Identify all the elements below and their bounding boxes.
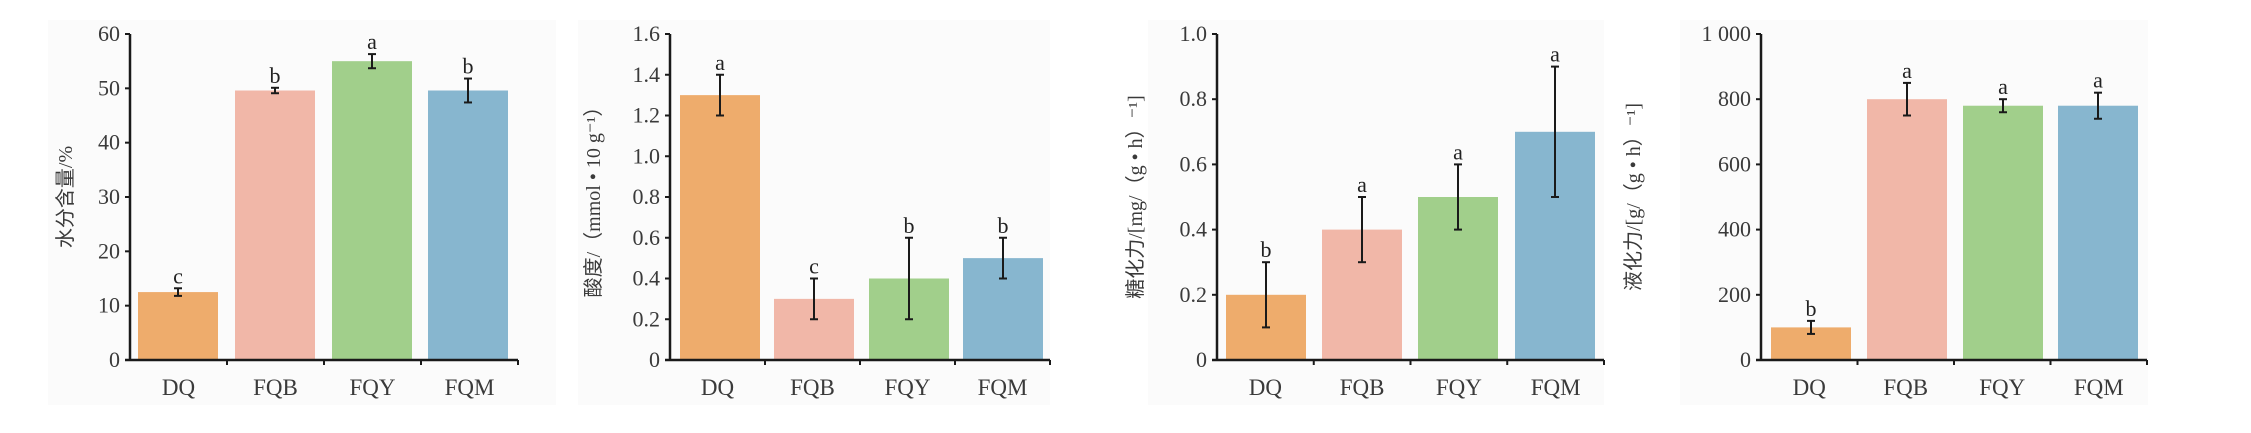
x-tick-label: DQ — [701, 375, 735, 400]
error-bar — [810, 277, 818, 321]
x-tick-label: FQM — [2074, 375, 2124, 400]
y-tick-label: 0.6 — [1180, 151, 1208, 176]
chart-panel-1: c b a b 0 10 20 30 40 50 60 DQ FQB FQY FQM 水分含量/% — [48, 20, 556, 405]
significance-label: a — [1357, 172, 1367, 197]
y-tick-label: 0 — [1196, 347, 1207, 372]
significance-label: b — [270, 63, 281, 88]
significance-label: a — [367, 29, 377, 54]
x-tick-label: FQB — [790, 375, 835, 400]
significance-label: a — [1453, 139, 1463, 164]
y-tick-label: 400 — [1718, 217, 1751, 242]
significance-label: c — [809, 254, 819, 279]
y-tick-label: 20 — [98, 238, 120, 263]
x-tick-label: FQB — [1883, 375, 1928, 400]
bar-fqy — [332, 61, 412, 361]
x-tick-label: FQY — [349, 375, 395, 400]
error-bar — [1903, 81, 1911, 117]
y-tick-label: 40 — [98, 130, 120, 155]
y-tick-label: 0 — [1740, 347, 1751, 372]
error-bar — [174, 287, 182, 297]
bar-dq — [680, 95, 760, 360]
x-tick-label: FQY — [1979, 375, 2025, 400]
y-tick-label: 1.0 — [1180, 21, 1208, 46]
y-tick-label: 0.2 — [633, 306, 661, 331]
error-bar — [1262, 261, 1270, 329]
x-tick-label: FQB — [253, 375, 298, 400]
error-bar — [1551, 65, 1559, 198]
y-tick-label: 1.4 — [633, 62, 661, 87]
bar-fqm — [428, 90, 508, 361]
significance-label: a — [1902, 58, 1912, 83]
x-tick-label: DQ — [1793, 375, 1827, 400]
y-tick-label: 200 — [1718, 282, 1751, 307]
significance-label: a — [2093, 68, 2103, 93]
y-tick-label: 60 — [98, 21, 120, 46]
error-bar — [1454, 163, 1462, 231]
y-axis-label: 糖化力/[mg/（g • h）⁻¹] — [1124, 95, 1147, 299]
y-tick-label: 0.2 — [1180, 282, 1208, 307]
bar-fqb — [1867, 99, 1947, 360]
y-tick-label: 0.4 — [1180, 217, 1208, 242]
bar-fqy — [1963, 105, 2043, 360]
y-tick-label: 1.0 — [633, 143, 661, 168]
significance-label: b — [998, 213, 1009, 238]
significance-label: c — [173, 263, 183, 288]
error-bar — [368, 53, 376, 70]
error-bar — [2094, 91, 2102, 120]
significance-label: a — [1998, 74, 2008, 99]
y-tick-label: 0 — [109, 347, 120, 372]
y-tick-label: 50 — [98, 75, 120, 100]
x-tick-label: FQM — [1531, 375, 1581, 400]
significance-label: a — [1550, 42, 1560, 67]
y-tick-label: 1 000 — [1702, 21, 1752, 46]
significance-label: a — [715, 50, 725, 75]
y-axis-label: 水分含量/% — [54, 146, 77, 248]
y-tick-label: 0.8 — [633, 184, 661, 209]
y-tick-label: 600 — [1718, 151, 1751, 176]
error-bar — [1999, 98, 2007, 114]
x-tick-label: FQY — [884, 375, 930, 400]
chart-panel-4: b a a a 0 200 400 600 800 1 000 DQ FQB FQY FQM 液化力/[g/… — [1622, 20, 2148, 405]
significance-label: b — [1261, 237, 1272, 262]
error-bar — [999, 236, 1007, 280]
error-bar — [271, 86, 279, 95]
y-tick-label: 30 — [98, 184, 120, 209]
error-bar — [464, 77, 472, 104]
x-tick-label: FQY — [1436, 375, 1482, 400]
y-tick-label: 10 — [98, 293, 120, 318]
chart-panel-2: a c b b 0 0.2 0.4 0.6 0.8 1.0 1.2 1.4 1.6 DQ FQB FQY FQM… — [578, 20, 1051, 405]
x-tick-label: DQ — [162, 375, 196, 400]
y-axis-label: 液化力/[g/（g • h）⁻¹] — [1622, 103, 1645, 291]
x-tick-label: FQB — [1340, 375, 1385, 400]
y-tick-label: 1.6 — [633, 21, 661, 46]
bar-fqb — [235, 90, 315, 361]
y-tick-label: 0 — [649, 347, 660, 372]
y-tick-label: 0.6 — [633, 225, 661, 250]
y-tick-label: 0.4 — [633, 266, 661, 291]
y-tick-label: 0.8 — [1180, 86, 1208, 111]
significance-label: b — [1806, 296, 1817, 321]
significance-label: b — [463, 54, 474, 79]
y-tick-label: 1.2 — [633, 103, 661, 128]
chart-panel-3: b a a a 0 0.2 0.4 0.6 0.8 1.0 DQ FQB FQY FQM 糖化力/[mg/（… — [1124, 20, 1605, 405]
error-bar — [716, 73, 724, 117]
error-bar — [905, 236, 913, 321]
y-tick-label: 800 — [1718, 86, 1751, 111]
x-tick-label: FQM — [978, 375, 1028, 400]
significance-label: b — [904, 213, 915, 238]
bar-dq — [138, 292, 218, 360]
bar-fqm — [2058, 105, 2138, 360]
error-bar — [1358, 196, 1366, 264]
error-bar — [1807, 319, 1815, 335]
y-axis-label: 酸度/（mmol • 10 g⁻¹） — [582, 97, 605, 298]
x-tick-label: DQ — [1249, 375, 1283, 400]
x-tick-label: FQM — [445, 375, 495, 400]
